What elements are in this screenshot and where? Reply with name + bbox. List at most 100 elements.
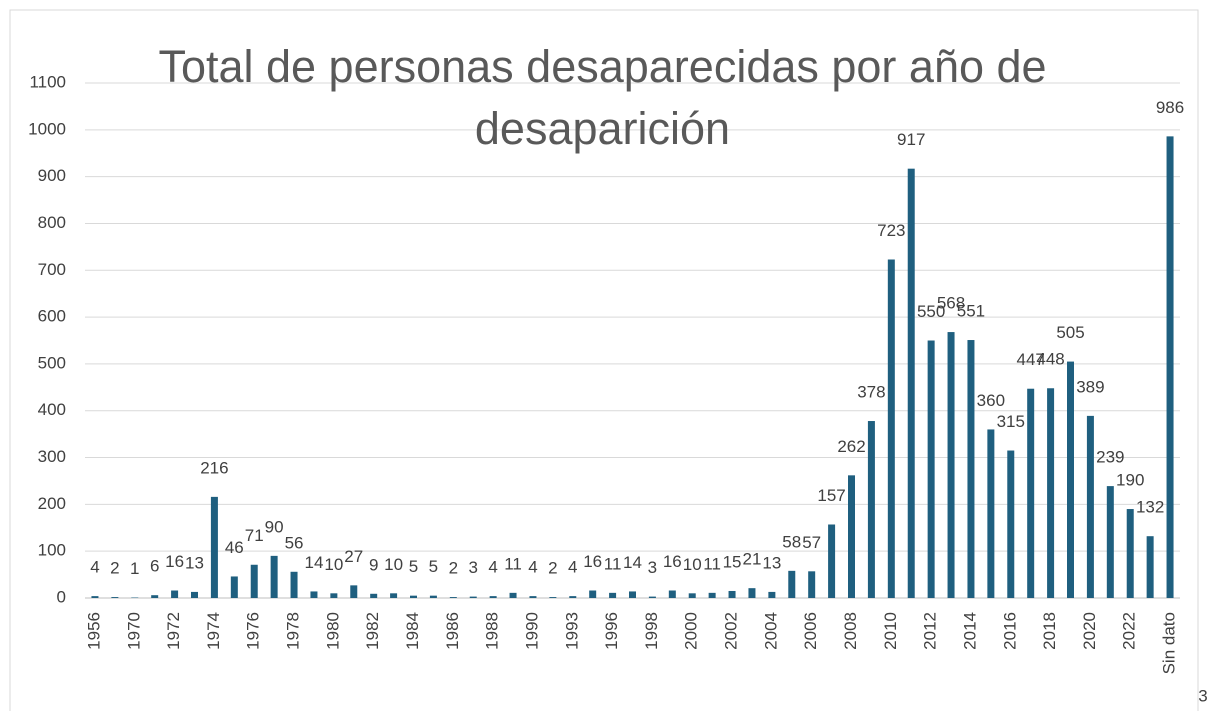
y-tick-label: 800 bbox=[38, 213, 66, 232]
data-label: 4 bbox=[568, 558, 577, 577]
bar bbox=[111, 597, 119, 598]
bar bbox=[1047, 388, 1055, 598]
x-tick-label: 2002 bbox=[722, 612, 741, 650]
data-label: 4 bbox=[528, 558, 537, 577]
bar bbox=[1126, 509, 1134, 598]
data-label: 917 bbox=[897, 130, 925, 149]
data-label: 10 bbox=[683, 555, 702, 574]
bar bbox=[549, 597, 557, 598]
bar bbox=[469, 596, 477, 598]
x-tick-label: 2014 bbox=[960, 612, 979, 650]
chart-frame bbox=[9, 9, 1199, 711]
bar bbox=[688, 593, 696, 598]
x-tick-label: 1976 bbox=[244, 612, 263, 650]
bar bbox=[947, 332, 955, 598]
bar bbox=[907, 168, 915, 598]
bar bbox=[210, 496, 218, 598]
data-label: 14 bbox=[623, 553, 642, 572]
data-label: 3 bbox=[648, 558, 657, 577]
x-tick-label: 1974 bbox=[204, 612, 223, 650]
y-tick-label: 100 bbox=[38, 541, 66, 560]
data-label: 14 bbox=[304, 553, 323, 572]
data-label: 2 bbox=[548, 559, 557, 578]
bar bbox=[509, 592, 517, 598]
data-label: 58 bbox=[782, 532, 801, 551]
x-tick-label: 1984 bbox=[403, 612, 422, 650]
y-tick-label: 1000 bbox=[28, 119, 66, 138]
data-label: 27 bbox=[344, 547, 363, 566]
bar bbox=[808, 571, 816, 598]
x-tick-label: 1998 bbox=[642, 612, 661, 650]
bar bbox=[1086, 415, 1094, 598]
data-label: 2 bbox=[449, 559, 458, 578]
data-label: 190 bbox=[1116, 471, 1144, 490]
bar bbox=[191, 591, 198, 598]
data-label: 16 bbox=[583, 552, 602, 571]
bar bbox=[867, 421, 875, 598]
x-tick-label: 2008 bbox=[841, 612, 860, 650]
bar bbox=[370, 593, 378, 598]
bar bbox=[350, 585, 358, 598]
data-label: 378 bbox=[857, 383, 885, 402]
x-tick-label: Sin dato bbox=[1160, 612, 1179, 674]
bar bbox=[310, 591, 318, 598]
bar bbox=[1027, 388, 1035, 598]
data-label: 4 bbox=[488, 558, 497, 577]
x-tick-label: 2020 bbox=[1080, 612, 1099, 650]
data-label: 1 bbox=[130, 559, 139, 578]
data-label: 10 bbox=[384, 555, 403, 574]
data-label: 16 bbox=[663, 552, 682, 571]
data-label: 157 bbox=[817, 486, 845, 505]
data-label: 447 bbox=[1016, 350, 1044, 369]
bar bbox=[449, 597, 457, 598]
x-tick-label: 1990 bbox=[522, 612, 541, 650]
x-tick-label: 1970 bbox=[124, 612, 143, 650]
x-tick-label: 1980 bbox=[323, 612, 342, 650]
bar bbox=[250, 564, 258, 598]
bar bbox=[967, 340, 975, 598]
data-label: 4 bbox=[90, 558, 99, 577]
bar bbox=[390, 593, 398, 598]
bar bbox=[1067, 361, 1074, 598]
data-label: 6 bbox=[150, 557, 159, 576]
data-label: 11 bbox=[504, 554, 522, 573]
bar bbox=[768, 591, 776, 598]
data-label: 10 bbox=[324, 555, 343, 574]
y-tick-label: 900 bbox=[38, 166, 66, 185]
data-label: 56 bbox=[285, 533, 304, 552]
bar bbox=[1166, 136, 1174, 598]
y-tick-label: 700 bbox=[38, 260, 66, 279]
bar bbox=[230, 576, 238, 598]
x-tick-label: 2018 bbox=[1040, 612, 1059, 650]
bar bbox=[489, 596, 497, 598]
y-tick-label: 600 bbox=[38, 307, 66, 326]
bar bbox=[748, 588, 756, 598]
page-number: 3 bbox=[1198, 686, 1207, 705]
x-tick-label: 2006 bbox=[801, 612, 820, 650]
bar bbox=[887, 259, 895, 598]
data-label: 551 bbox=[957, 302, 985, 321]
y-tick-label: 300 bbox=[38, 447, 66, 466]
bar bbox=[987, 429, 995, 598]
bar bbox=[290, 571, 298, 598]
data-label: 13 bbox=[185, 553, 204, 572]
x-tick-label: 2004 bbox=[761, 612, 780, 650]
bar bbox=[569, 596, 577, 598]
data-label: 3 bbox=[468, 558, 477, 577]
bar bbox=[708, 592, 716, 598]
x-tick-label: 1996 bbox=[602, 612, 621, 650]
data-label: 11 bbox=[604, 554, 622, 573]
y-tick-label: 1100 bbox=[29, 72, 66, 91]
x-tick-label: 1972 bbox=[164, 612, 183, 650]
x-tick-label: 1956 bbox=[84, 612, 103, 650]
data-label: 986 bbox=[1156, 98, 1184, 117]
bar bbox=[529, 596, 537, 598]
bar bbox=[828, 524, 836, 598]
bar bbox=[609, 592, 617, 598]
bar bbox=[429, 595, 437, 598]
data-label: 13 bbox=[762, 553, 781, 572]
data-label: 90 bbox=[265, 517, 284, 536]
data-label: 315 bbox=[997, 412, 1025, 431]
